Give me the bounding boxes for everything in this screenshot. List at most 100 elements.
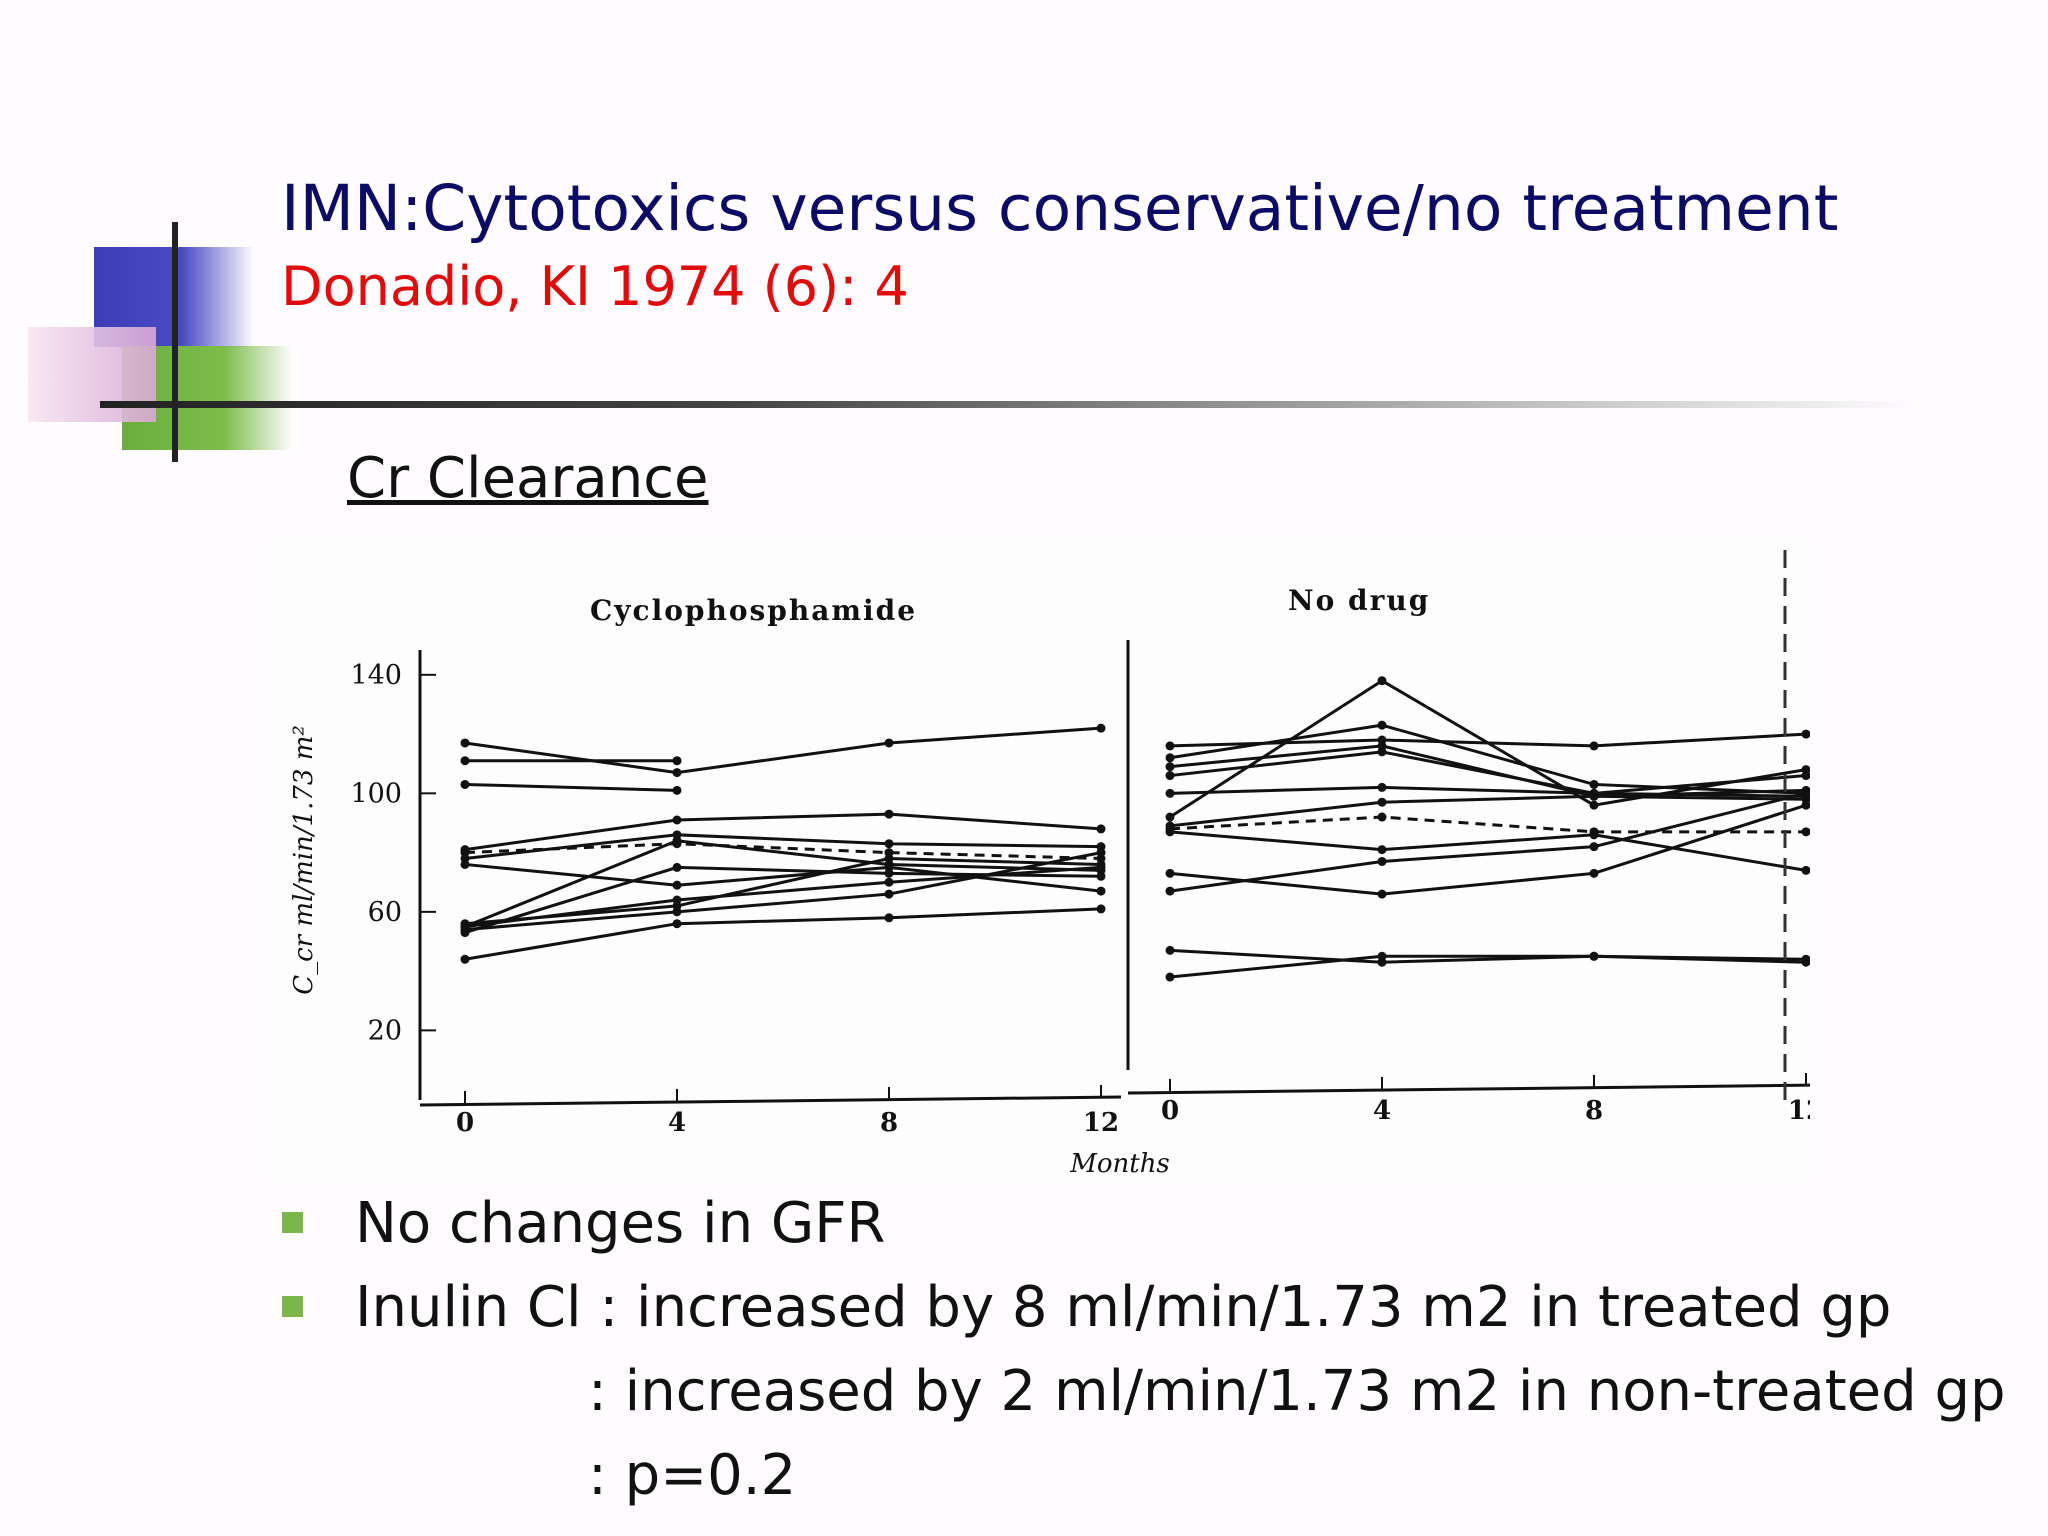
series-line — [464, 839, 1102, 929]
data-point — [1801, 729, 1810, 739]
data-point — [672, 768, 682, 778]
chart-layer: C_cr ml/min/1.73 m² 20 60 100 140 Cyclophosph… — [289, 550, 1810, 1179]
panel-title: No drug — [1288, 584, 1430, 617]
series-line — [1169, 791, 1807, 893]
bullet-marker-2 — [282, 1296, 303, 1317]
x-tick-label: 4 — [668, 1108, 686, 1138]
data-point — [460, 756, 470, 766]
series-line — [1169, 785, 1807, 798]
y-tick-label-60: 60 — [368, 897, 402, 928]
bullet-marker-1 — [282, 1212, 303, 1233]
data-point — [1096, 871, 1106, 881]
data-point — [460, 922, 470, 932]
data-point — [1377, 951, 1387, 961]
series-line — [1169, 750, 1807, 795]
data-point — [672, 880, 682, 890]
slide-subtitle: Donadio, KI 1974 (6): 4 — [281, 255, 909, 318]
x-tick-label: 4 — [1373, 1096, 1391, 1126]
data-point — [1801, 788, 1810, 798]
creatinine-clearance-chart: C_cr ml/min/1.73 m² 20 60 100 140 Cyclophosph… — [270, 540, 1810, 1180]
series-line — [464, 726, 1102, 775]
data-point — [1165, 771, 1175, 781]
y-axis-label: C_cr ml/min/1.73 m² — [289, 725, 319, 995]
data-point — [1377, 782, 1387, 792]
continuation-line-2: : p=0.2 — [588, 1443, 797, 1508]
data-point — [1801, 865, 1810, 875]
data-point — [1096, 824, 1106, 834]
data-point — [884, 738, 894, 748]
data-point — [1377, 720, 1387, 730]
data-point — [460, 859, 470, 869]
data-point — [884, 809, 894, 819]
series-line — [464, 862, 1102, 893]
data-point — [672, 836, 682, 846]
data-point — [1165, 827, 1175, 837]
data-point — [1165, 762, 1175, 772]
panel-x-axis — [1127, 1083, 1810, 1095]
series-line — [464, 907, 1102, 961]
title-underline-rule — [100, 401, 1920, 408]
data-point — [884, 854, 894, 864]
data-point — [884, 889, 894, 899]
data-point — [1165, 788, 1175, 798]
data-point — [1096, 723, 1106, 733]
data-point — [1096, 904, 1106, 914]
data-point — [1377, 676, 1387, 686]
data-point — [672, 895, 682, 905]
data-point — [1377, 889, 1387, 899]
data-point — [672, 862, 682, 872]
data-point — [1165, 741, 1175, 751]
data-point — [1589, 791, 1599, 801]
data-point — [1801, 771, 1810, 781]
data-point — [1165, 812, 1175, 822]
x-tick-label: 0 — [456, 1108, 474, 1138]
data-point — [672, 815, 682, 825]
data-point — [672, 919, 682, 929]
data-point — [884, 868, 894, 878]
data-point — [1589, 868, 1599, 878]
data-point — [672, 756, 682, 766]
data-point — [1589, 842, 1599, 852]
data-point — [1589, 800, 1599, 810]
series-line — [1169, 954, 1807, 979]
data-point — [460, 954, 470, 964]
series-line — [1169, 815, 1806, 834]
data-point — [1589, 779, 1599, 789]
data-point — [1165, 886, 1175, 896]
data-point — [460, 738, 470, 748]
series-line — [1169, 794, 1807, 828]
decor-vertical-rule — [172, 222, 178, 462]
data-point — [1589, 951, 1599, 961]
data-point — [1377, 845, 1387, 855]
panel-title: Cyclophosphamide — [590, 594, 917, 627]
data-point — [672, 907, 682, 917]
panel-cyclophosphamide: Cyclophosphamide 0 4 8 12 — [418, 594, 1122, 1138]
series-line — [464, 782, 678, 792]
x-tick-label: 8 — [880, 1108, 898, 1138]
y-tick-label-20: 20 — [368, 1015, 402, 1046]
x-tick-label: 0 — [1161, 1096, 1179, 1126]
x-axis-label: Months — [1069, 1149, 1170, 1179]
x-tick-label: 12 — [1788, 1096, 1810, 1126]
data-point — [1801, 827, 1810, 837]
data-point — [1377, 797, 1387, 807]
slide-title: IMN:Cytotoxics versus conservative/no tr… — [281, 172, 1839, 245]
continuation-line-1: : increased by 2 ml/min/1.73 m2 in non-t… — [588, 1359, 2006, 1424]
data-point — [1377, 812, 1387, 822]
series-line — [464, 812, 1102, 852]
bullet-text-2: Inulin Cl : increased by 8 ml/min/1.73 m… — [355, 1275, 1892, 1340]
data-point — [1165, 868, 1175, 878]
data-point — [1096, 848, 1106, 858]
data-point — [1377, 856, 1387, 866]
data-point — [1165, 945, 1175, 955]
bullet-text-1: No changes in GFR — [355, 1191, 886, 1256]
section-heading: Cr Clearance — [347, 446, 709, 511]
panel-x-axis — [419, 1095, 1122, 1107]
data-point — [460, 779, 470, 789]
data-point — [1589, 830, 1599, 840]
panel-no-drug: No drug 0 4 8 12 — [1126, 584, 1810, 1126]
data-point — [1801, 954, 1810, 964]
data-point — [1801, 800, 1810, 810]
y-tick-label-140: 140 — [350, 660, 402, 691]
data-point — [1165, 753, 1175, 763]
